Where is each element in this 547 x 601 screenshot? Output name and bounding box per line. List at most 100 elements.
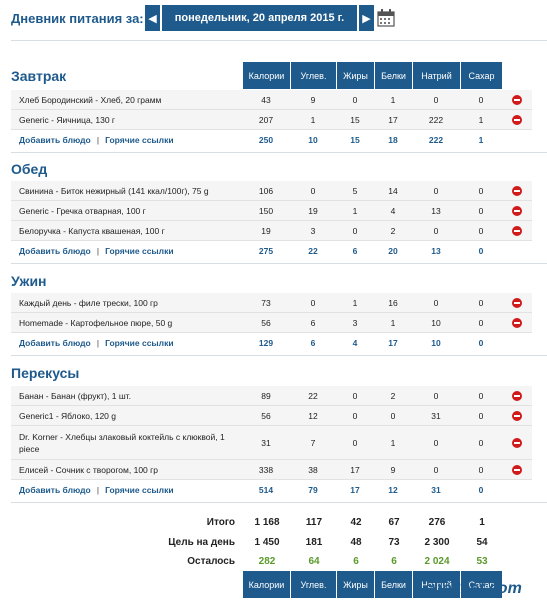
remaining-protein: 6 xyxy=(391,555,397,567)
value-calories: 31 xyxy=(261,437,271,448)
value-protein: 1 xyxy=(390,437,396,448)
summary-fat: 42 xyxy=(350,516,362,528)
remaining-carbs: 64 xyxy=(308,555,320,567)
delete-icon[interactable] xyxy=(502,390,532,401)
value-protein: 17 xyxy=(388,114,398,125)
total-protein: 20 xyxy=(388,246,398,256)
food-row: Generic1 - Яблоко, 120 g 56 12 0 0 31 0 xyxy=(11,406,532,426)
delete-icon[interactable] xyxy=(502,437,532,448)
value-carbs: 1 xyxy=(310,114,316,125)
date-navigator: ◀ понедельник, 20 апреля 2015 г. ▶ xyxy=(145,5,374,31)
total-sugar: 0 xyxy=(478,338,484,348)
value-sugar: 1 xyxy=(478,114,484,125)
value-sugar: 0 xyxy=(478,437,484,448)
food-name[interactable]: Белоручка - Капуста квашеная, 100 г xyxy=(19,225,165,236)
quick-links-link[interactable]: Горячие ссылки xyxy=(105,485,174,495)
meal-actions: Добавить блюдо | Горячие ссылки xyxy=(19,338,174,348)
value-protein: 2 xyxy=(390,225,396,236)
value-protein: 9 xyxy=(390,464,396,475)
food-name[interactable]: Generic - Гречка отварная, 100 г xyxy=(19,205,146,216)
value-sodium: 0 xyxy=(433,185,439,196)
food-name[interactable]: Generic - Яичница, 130 г xyxy=(19,114,116,125)
total-fat: 4 xyxy=(352,338,358,348)
value-carbs: 9 xyxy=(310,94,316,105)
food-name[interactable]: Homemade - Картофельное пюре, 50 g xyxy=(19,317,173,328)
value-protein: 16 xyxy=(388,297,398,308)
delete-icon[interactable] xyxy=(502,297,532,308)
quick-links-link[interactable]: Горячие ссылки xyxy=(105,135,174,145)
value-fat: 0 xyxy=(352,437,358,448)
value-sugar: 0 xyxy=(478,297,484,308)
meal-dinner: Ужин Каждый день - филе трески, 100 гр 7… xyxy=(11,273,547,356)
value-calories: 150 xyxy=(258,205,274,216)
delete-icon[interactable] xyxy=(502,410,532,421)
total-sodium: 222 xyxy=(428,135,444,145)
delete-icon[interactable] xyxy=(502,114,532,125)
delete-icon[interactable] xyxy=(502,464,532,475)
food-row: Каждый день - филе трески, 100 гр 73 0 1… xyxy=(11,293,532,313)
quick-links-link[interactable]: Горячие ссылки xyxy=(105,246,174,256)
food-name[interactable]: Generic1 - Яблоко, 120 g xyxy=(19,410,116,421)
summary-sugar: 1 xyxy=(479,516,485,528)
summary-total-row: Итого 1 168 117 42 67 276 1 xyxy=(0,513,547,531)
value-sugar: 0 xyxy=(478,317,484,328)
food-name[interactable]: Свинина - Биток нежирный (141 ккал/100г)… xyxy=(19,185,209,196)
meal-title: Обед xyxy=(11,161,48,177)
total-calories: 275 xyxy=(258,246,274,256)
value-sodium: 0 xyxy=(433,390,439,401)
total-sugar: 0 xyxy=(478,246,484,256)
value-fat: 17 xyxy=(350,464,360,475)
add-food-link[interactable]: Добавить блюдо xyxy=(19,135,91,145)
remaining-sodium: 2 024 xyxy=(424,555,450,567)
food-name[interactable]: Елисей - Сочник с творогом, 100 гр xyxy=(19,464,158,475)
food-name[interactable]: Банан - Банан (фрукт), 1 шт. xyxy=(19,390,131,401)
meal-actions: Добавить блюдо | Горячие ссылки xyxy=(19,485,174,495)
summary-sodium: 276 xyxy=(428,516,446,528)
next-day-button[interactable]: ▶ xyxy=(359,5,374,31)
value-calories: 207 xyxy=(258,114,274,125)
food-name[interactable]: Каждый день - филе трески, 100 гр xyxy=(19,297,158,308)
goal-sugar: 54 xyxy=(476,536,488,548)
col-sugar: Сахар xyxy=(461,571,503,598)
value-carbs: 22 xyxy=(308,390,318,401)
total-sugar: 1 xyxy=(478,135,484,145)
col-calories: Калории xyxy=(243,62,291,89)
total-protein: 18 xyxy=(388,135,398,145)
value-fat: 1 xyxy=(352,205,358,216)
food-row: Белоручка - Капуста квашеная, 100 г 19 3… xyxy=(11,221,532,241)
value-protein: 4 xyxy=(390,205,396,216)
value-sugar: 0 xyxy=(478,225,484,236)
food-row: Елисей - Сочник с творогом, 100 гр 338 3… xyxy=(11,460,532,480)
add-food-link[interactable]: Добавить блюдо xyxy=(19,485,91,495)
section-divider xyxy=(11,355,547,356)
food-row: Generic - Гречка отварная, 100 г 150 19 … xyxy=(11,201,532,221)
value-sodium: 0 xyxy=(433,225,439,236)
section-divider xyxy=(11,263,547,264)
col-protein: Белки xyxy=(375,62,413,89)
add-food-link[interactable]: Добавить блюдо xyxy=(19,246,91,256)
total-carbs: 22 xyxy=(308,246,318,256)
value-calories: 106 xyxy=(258,185,274,196)
food-name[interactable]: Хлеб Бородинский - Хлеб, 20 грамм xyxy=(19,94,162,105)
meal-totals-row: Добавить блюдо | Горячие ссылки 250 10 15 … xyxy=(11,130,532,150)
total-calories: 129 xyxy=(258,338,274,348)
col-protein: Белки xyxy=(375,571,413,598)
meal-actions: Добавить блюдо | Горячие ссылки xyxy=(19,135,174,145)
delete-icon[interactable] xyxy=(502,205,532,216)
total-fat: 15 xyxy=(350,135,360,145)
delete-icon[interactable] xyxy=(502,225,532,236)
quick-links-link[interactable]: Горячие ссылки xyxy=(105,338,174,348)
delete-icon[interactable] xyxy=(502,317,532,328)
value-fat: 0 xyxy=(352,410,358,421)
food-name[interactable]: Dr. Korner - Хлебцы злаковый коктейль с … xyxy=(19,431,225,454)
total-carbs: 79 xyxy=(308,485,318,495)
delete-icon[interactable] xyxy=(502,185,532,196)
summary-carbs: 117 xyxy=(305,516,323,528)
calendar-icon[interactable] xyxy=(376,8,396,28)
prev-day-button[interactable]: ◀ xyxy=(145,5,160,31)
add-food-link[interactable]: Добавить блюдо xyxy=(19,338,91,348)
current-date: понедельник, 20 апреля 2015 г. xyxy=(162,5,357,31)
delete-icon[interactable] xyxy=(502,94,532,105)
total-carbs: 10 xyxy=(308,135,318,145)
value-carbs: 6 xyxy=(310,317,316,328)
